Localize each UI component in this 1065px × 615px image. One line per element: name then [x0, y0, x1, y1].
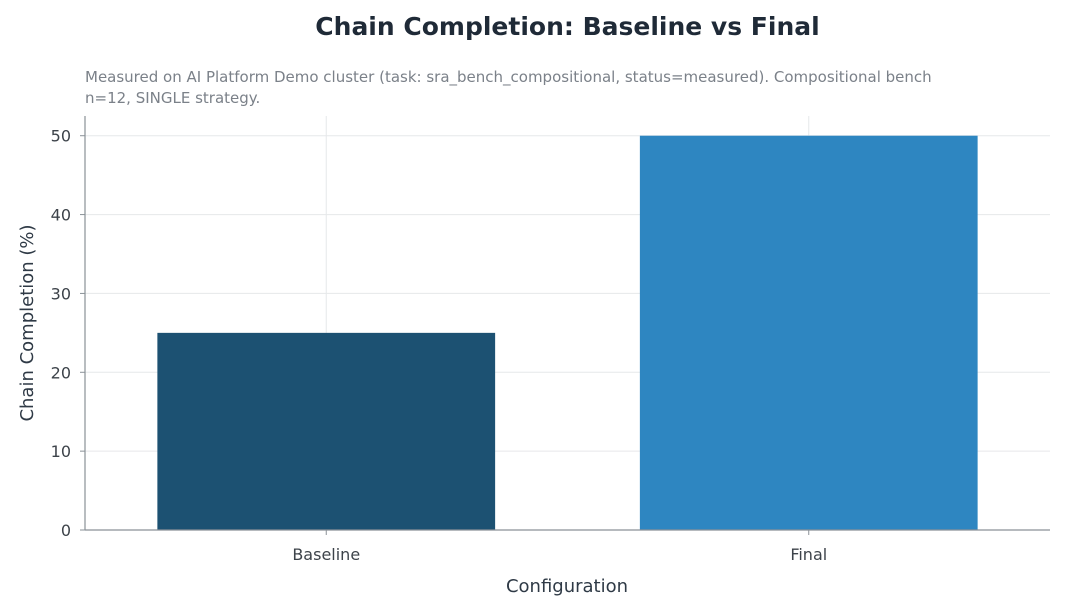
- y-tick-label: 30: [51, 284, 71, 303]
- y-tick-label: 20: [51, 363, 71, 382]
- axes: [84, 116, 1050, 531]
- y-tick-label: 50: [51, 127, 71, 146]
- x-tick-label: Baseline: [292, 545, 360, 564]
- bars: [157, 135, 978, 530]
- bar-final: [639, 135, 978, 530]
- chart-subtitle: Measured on AI Platform Demo cluster (ta…: [85, 68, 932, 107]
- x-tick-label: Final: [790, 545, 827, 564]
- x-axis-label: Configuration: [506, 576, 628, 597]
- chart-title: Chain Completion: Baseline vs Final: [315, 12, 820, 41]
- x-ticks: Baseline Final: [292, 530, 827, 564]
- y-ticks: 0 10 20 30 40 50: [51, 127, 85, 540]
- y-tick-label: 10: [51, 442, 71, 461]
- y-axis-label: Chain Completion (%): [17, 224, 38, 421]
- bar-baseline: [157, 332, 496, 530]
- y-tick-label: 0: [61, 521, 71, 540]
- y-tick-label: 40: [51, 206, 71, 225]
